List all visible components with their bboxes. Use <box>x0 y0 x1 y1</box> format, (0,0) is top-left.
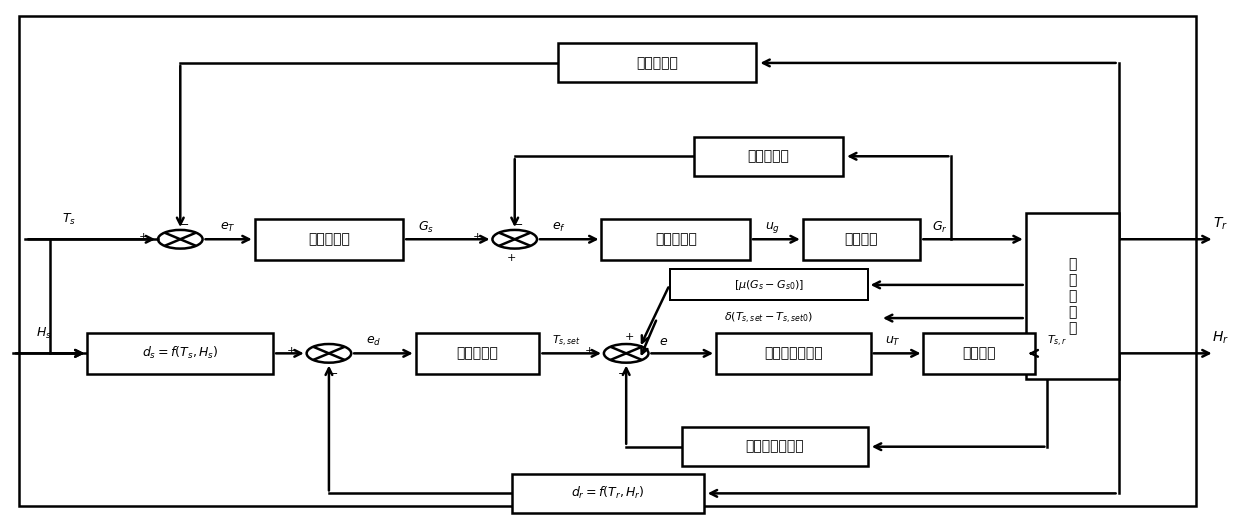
Text: 温度传感器: 温度传感器 <box>636 56 678 70</box>
Text: 温度控制器: 温度控制器 <box>308 232 350 246</box>
Text: $\delta(T_{s,set} - T_{s,set0})$: $\delta(T_{s,set} - T_{s,set0})$ <box>724 310 813 326</box>
Text: $d_r = f(T_r, H_r)$: $d_r = f(T_r, H_r)$ <box>570 485 645 501</box>
Bar <box>715 333 870 374</box>
Text: +: + <box>139 232 148 242</box>
Text: 电动风阀: 电动风阀 <box>844 232 878 246</box>
Text: $e_T$: $e_T$ <box>219 222 236 235</box>
Text: 风量传感器: 风量传感器 <box>748 149 790 163</box>
Bar <box>601 218 750 260</box>
Bar <box>415 333 539 374</box>
Text: +: + <box>506 253 516 263</box>
Text: $G_s$: $G_s$ <box>418 220 434 236</box>
Text: 湿度控制器: 湿度控制器 <box>456 346 498 360</box>
Text: $u_T$: $u_T$ <box>885 335 901 348</box>
Text: $H_r$: $H_r$ <box>1213 330 1229 346</box>
Text: $G_r$: $G_r$ <box>932 220 949 236</box>
Text: $-$: $-$ <box>513 218 523 228</box>
Text: $T_{s,set}$: $T_{s,set}$ <box>552 334 582 349</box>
Text: $-$: $-$ <box>179 218 188 228</box>
Text: 送风露点控制器: 送风露点控制器 <box>764 346 822 360</box>
Text: +: + <box>472 232 482 242</box>
Text: 冷冻水阀: 冷冻水阀 <box>962 346 996 360</box>
Text: $[\mu(G_s - G_{s0})]$: $[\mu(G_s - G_{s0})]$ <box>734 278 804 292</box>
Bar <box>1025 213 1118 379</box>
Text: $u_g$: $u_g$ <box>765 220 780 236</box>
Text: 送风露点传感器: 送风露点传感器 <box>745 440 804 453</box>
Text: +: + <box>584 346 594 356</box>
Bar <box>558 44 756 82</box>
Bar <box>254 218 403 260</box>
Bar <box>694 137 843 176</box>
Text: $T_{s,r}$: $T_{s,r}$ <box>1047 334 1068 349</box>
Bar <box>670 269 868 301</box>
Text: $e_d$: $e_d$ <box>366 335 381 348</box>
Bar <box>924 333 1035 374</box>
Text: +: + <box>625 332 635 342</box>
Text: $H_s$: $H_s$ <box>36 326 52 341</box>
Text: $e$: $e$ <box>658 335 668 348</box>
Text: 风量控制器: 风量控制器 <box>655 232 697 246</box>
Text: $T_r$: $T_r$ <box>1213 215 1229 232</box>
Bar <box>512 474 703 513</box>
Text: $-$: $-$ <box>327 367 337 377</box>
Bar <box>682 427 868 466</box>
Text: +: + <box>288 346 296 356</box>
Bar <box>87 333 273 374</box>
Text: $T_s$: $T_s$ <box>62 212 76 227</box>
Bar <box>802 218 920 260</box>
Text: $e_f$: $e_f$ <box>552 222 567 235</box>
Text: 房
间
温
湿
度: 房 间 温 湿 度 <box>1068 257 1076 336</box>
Text: $-$: $-$ <box>618 367 627 377</box>
Text: $d_s = f(T_s, H_s)$: $d_s = f(T_s, H_s)$ <box>143 345 218 361</box>
